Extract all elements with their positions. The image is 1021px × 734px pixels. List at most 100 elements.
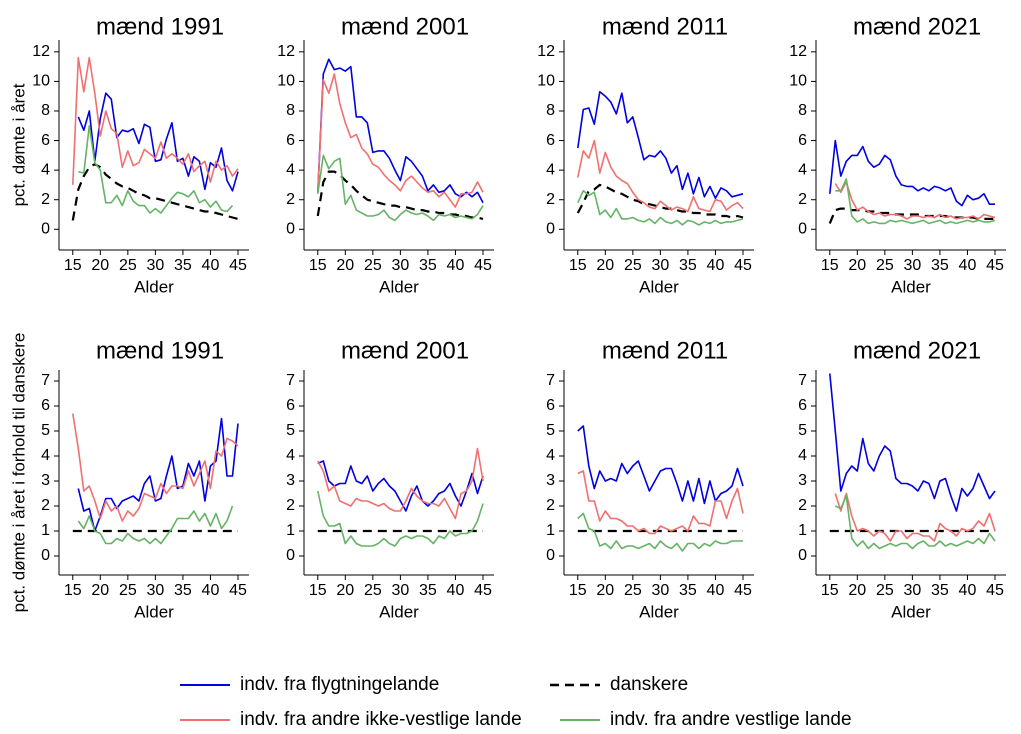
panel-title: mænd 1991	[96, 337, 224, 364]
x-tick-label: 45	[986, 257, 1004, 274]
legend-label: indv. fra flygtningelande	[240, 674, 439, 695]
y-tick-label: 0	[798, 547, 807, 564]
y-tick-label: 2	[798, 497, 807, 514]
y-tick-label: 0	[41, 547, 50, 564]
x-tick-label: 40	[959, 582, 977, 599]
y-tick-label: 6	[546, 397, 555, 414]
y-tick-label: 6	[798, 397, 807, 414]
x-axis-label: Alder	[379, 602, 419, 621]
series-line	[317, 447, 484, 520]
y-tick-label: 5	[41, 422, 50, 439]
series-line	[317, 58, 484, 204]
y-tick-label: 7	[286, 372, 295, 389]
panel-title: mænd 2021	[853, 13, 981, 40]
y-tick-label: 2	[798, 191, 807, 208]
panel-title: mænd 2001	[341, 13, 469, 40]
y-tick-label: 0	[546, 547, 555, 564]
x-axis-label: Alder	[639, 277, 679, 296]
y-tick-label: 6	[41, 132, 50, 149]
series-line	[317, 73, 484, 208]
y-tick-label: 12	[537, 43, 555, 60]
x-tick-label: 35	[931, 257, 949, 274]
x-tick-label: 20	[336, 257, 354, 274]
series-line	[71, 163, 239, 221]
legend-label: indv. fra andre vestlige lande	[610, 709, 852, 730]
y-tick-label: 10	[789, 73, 807, 90]
y-tick-label: 4	[546, 447, 555, 464]
x-axis-label: Alder	[891, 277, 931, 296]
y-tick-label: 3	[546, 472, 555, 489]
y-tick-label: 8	[546, 102, 555, 119]
y-tick-label: 2	[546, 497, 555, 514]
x-tick-label: 45	[229, 257, 247, 274]
y-tick-label: 3	[286, 472, 295, 489]
x-axis-label: Alder	[639, 602, 679, 621]
x-tick-label: 45	[734, 582, 752, 599]
panel-title: mænd 2011	[602, 13, 728, 40]
x-tick-label: 40	[202, 582, 220, 599]
y-tick-label: 7	[41, 372, 50, 389]
y-tick-label: 10	[277, 73, 295, 90]
x-tick-label: 45	[474, 582, 492, 599]
x-axis-label: Alder	[134, 602, 174, 621]
panel-title: mænd 2011	[602, 337, 728, 364]
x-tick-label: 25	[364, 582, 382, 599]
x-tick-label: 30	[146, 257, 164, 274]
x-tick-label: 35	[174, 582, 192, 599]
x-tick-label: 15	[821, 257, 839, 274]
legend-label: indv. fra andre ikke-vestlige lande	[240, 709, 522, 730]
x-tick-label: 25	[624, 257, 642, 274]
x-tick-label: 25	[364, 257, 382, 274]
x-tick-label: 15	[64, 257, 82, 274]
y-tick-label: 1	[798, 522, 807, 539]
series-line	[317, 460, 484, 512]
x-tick-label: 30	[146, 582, 164, 599]
x-tick-label: 20	[336, 582, 354, 599]
y-tick-label: 0	[798, 221, 807, 238]
series-line	[829, 139, 995, 207]
y-tick-label: 4	[41, 447, 50, 464]
y-tick-label: 4	[798, 161, 807, 178]
series-line	[316, 170, 484, 220]
series-line	[829, 373, 996, 512]
y-tick-label: 4	[798, 447, 807, 464]
x-tick-label: 45	[229, 582, 247, 599]
series-line	[577, 139, 744, 213]
y-tick-label: 0	[546, 221, 555, 238]
series-line	[577, 425, 744, 505]
x-tick-label: 15	[309, 257, 327, 274]
x-tick-label: 15	[64, 582, 82, 599]
series-line	[77, 505, 234, 545]
legend-label: danskere	[610, 674, 688, 695]
x-tick-label: 35	[419, 257, 437, 274]
series-line	[577, 470, 744, 535]
y-tick-label: 8	[286, 102, 295, 119]
x-tick-label: 40	[959, 257, 977, 274]
x-tick-label: 45	[734, 257, 752, 274]
x-tick-label: 25	[119, 257, 137, 274]
x-tick-label: 30	[391, 582, 409, 599]
y-tick-label: 6	[286, 397, 295, 414]
y-tick-label: 2	[41, 497, 50, 514]
y-tick-label: 0	[286, 221, 295, 238]
x-tick-label: 20	[596, 582, 614, 599]
y-tick-label: 5	[286, 422, 295, 439]
y-tick-label: 6	[546, 132, 555, 149]
x-tick-label: 15	[569, 582, 587, 599]
x-tick-label: 20	[91, 257, 109, 274]
y-tick-label: 1	[286, 522, 295, 539]
y-tick-label: 2	[41, 191, 50, 208]
x-tick-label: 20	[91, 582, 109, 599]
x-tick-label: 40	[202, 257, 220, 274]
x-tick-label: 20	[848, 257, 866, 274]
series-line	[577, 512, 743, 552]
y-tick-label: 10	[32, 73, 50, 90]
x-axis-label: Alder	[379, 277, 419, 296]
y-tick-label: 7	[546, 372, 555, 389]
y-tick-label: 12	[277, 43, 295, 60]
y-tick-label: 5	[798, 422, 807, 439]
x-tick-label: 15	[821, 582, 839, 599]
x-tick-label: 40	[447, 582, 465, 599]
x-tick-label: 25	[876, 582, 894, 599]
